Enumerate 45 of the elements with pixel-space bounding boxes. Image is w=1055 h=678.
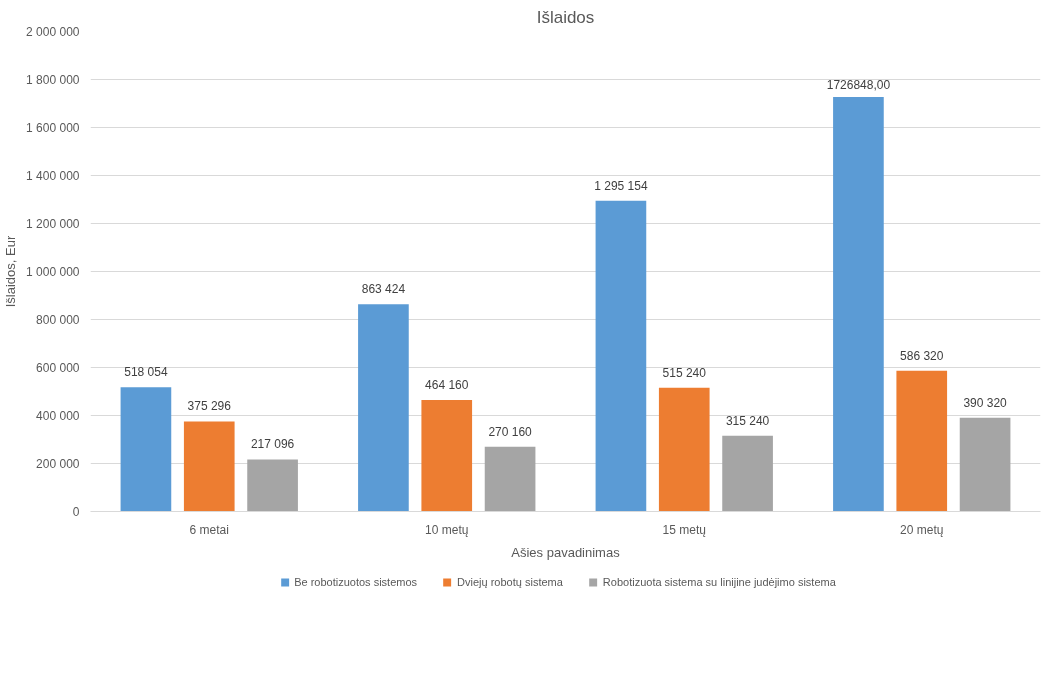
data-label: 586 320 bbox=[900, 348, 944, 363]
x-tick-label: 20 metų bbox=[900, 522, 944, 537]
y-tick-label: 0 bbox=[72, 504, 80, 519]
x-tick-label: 10 metų bbox=[425, 522, 469, 537]
data-label: 863 424 bbox=[361, 282, 406, 297]
data-label: 464 160 bbox=[425, 378, 469, 393]
y-tick-label: 800 000 bbox=[36, 312, 80, 327]
legend-label: Be robotizuotos sistemos bbox=[294, 576, 418, 588]
data-label: 375 296 bbox=[187, 399, 232, 414]
data-label: 315 240 bbox=[725, 413, 770, 428]
data-label: 515 240 bbox=[662, 365, 707, 380]
bar bbox=[658, 387, 710, 512]
bar bbox=[959, 417, 1011, 512]
y-tick-label: 1 200 000 bbox=[26, 216, 80, 231]
bar bbox=[358, 304, 409, 512]
bar bbox=[120, 387, 172, 512]
bar bbox=[484, 446, 536, 512]
data-label: 1726848,00 bbox=[826, 78, 891, 93]
legend-label: Dviejų robotų sistema bbox=[457, 576, 563, 588]
chart-title: Išlaidos bbox=[536, 7, 595, 27]
y-tick-label: 200 000 bbox=[36, 456, 80, 471]
bar bbox=[833, 97, 884, 512]
y-tick-label: 400 000 bbox=[36, 408, 80, 423]
data-label: 390 320 bbox=[963, 395, 1008, 410]
bar bbox=[595, 200, 647, 512]
data-label: 270 160 bbox=[488, 424, 533, 439]
x-tick-label: 6 metai bbox=[189, 522, 229, 537]
data-label: 217 096 bbox=[250, 437, 295, 452]
y-axis-title: Išlaidos, Eur bbox=[3, 235, 19, 308]
legend-label: Robotizuota sistema su linijine judėjimo sistema bbox=[602, 576, 836, 588]
y-tick-label: 1 000 000 bbox=[26, 264, 80, 279]
bar bbox=[247, 459, 298, 512]
bar bbox=[896, 370, 948, 512]
y-tick-label: 1 800 000 bbox=[26, 72, 80, 87]
x-axis-title: Ašies pavadinimas bbox=[511, 544, 621, 560]
bar bbox=[722, 435, 773, 512]
x-tick-label: 15 metų bbox=[662, 522, 707, 537]
y-tick-label: 2 000 000 bbox=[26, 24, 80, 39]
bar bbox=[421, 400, 473, 512]
y-tick-label: 600 000 bbox=[36, 360, 80, 375]
y-tick-label: 1 600 000 bbox=[26, 120, 80, 135]
bar bbox=[183, 421, 235, 512]
data-label: 518 054 bbox=[124, 365, 168, 380]
data-label: 1 295 154 bbox=[594, 178, 648, 193]
y-tick-label: 1 400 000 bbox=[26, 168, 80, 183]
